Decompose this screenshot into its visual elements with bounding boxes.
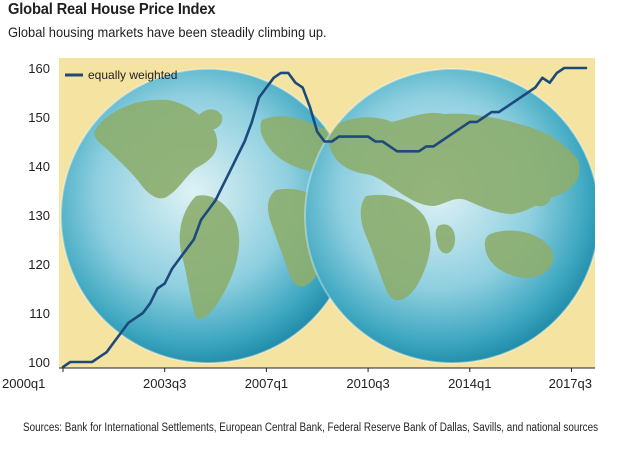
- x-tick-label: 2010q3: [346, 376, 389, 391]
- x-tick-label: 2017q3: [549, 376, 592, 391]
- x-axis-ticks: 2000q1 2003q3 2007q1 2010q3 2014q1 2017q3: [2, 368, 592, 391]
- decorative-globes: [60, 68, 595, 364]
- x-tick-label: 2007q1: [245, 376, 288, 391]
- x-tick-label: 2014q1: [448, 376, 491, 391]
- y-tick-label: 130: [28, 208, 50, 223]
- chart-title: Global Real House Price Index: [8, 1, 216, 18]
- globe-right: [304, 68, 595, 364]
- chart-subtitle: Global housing markets have been steadil…: [8, 24, 327, 40]
- legend-label: equally weighted: [88, 68, 177, 82]
- y-tick-label: 150: [28, 110, 50, 125]
- y-axis-ticks: 100 110 120 130 140 150 160: [28, 61, 50, 370]
- y-tick-label: 140: [28, 159, 50, 174]
- y-tick-label: 160: [28, 61, 50, 76]
- series-line-equally-weighted: [61, 66, 588, 369]
- x-tick-label: 2000q1: [2, 376, 45, 391]
- y-tick-label: 110: [29, 306, 50, 321]
- y-tick-label: 120: [28, 257, 50, 272]
- legend: equally weighted: [65, 68, 177, 82]
- x-tick-label: 2003q3: [143, 376, 186, 391]
- y-tick-label: 100: [28, 355, 50, 370]
- source-note: Sources: Bank for International Settleme…: [23, 422, 599, 434]
